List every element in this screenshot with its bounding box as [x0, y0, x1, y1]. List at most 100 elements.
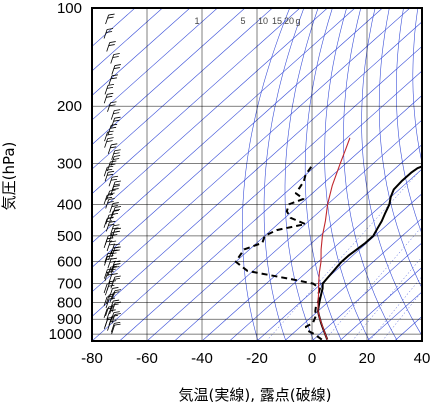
wind-barb-flag: [106, 28, 114, 30]
isotherm-line: [119, 70, 422, 341]
wind-barb-flag: [107, 165, 114, 168]
wind-barb-flag: [114, 321, 121, 324]
wind-barb-staff: [103, 269, 108, 279]
wind-barb-flag: [111, 175, 119, 178]
wind-barb-staff: [110, 156, 115, 166]
wind-barb-flag: [111, 74, 118, 77]
wind-barb: [110, 155, 121, 166]
wind-barb-flag: [108, 198, 115, 200]
wind-barb-flag: [110, 77, 117, 80]
wind-barb: [109, 287, 119, 298]
wind-barb-staff: [111, 65, 116, 75]
wind-barb-staff: [111, 302, 116, 313]
wind-barb-flag: [107, 83, 115, 86]
wind-barb: [103, 165, 114, 177]
isotherm-line: [92, 8, 411, 293]
wind-barb-staff: [111, 264, 115, 274]
wind-barb: [103, 28, 114, 39]
isotherm-line: [229, 168, 422, 341]
wind-barb-flag: [110, 101, 117, 104]
wind-barb-staff: [108, 177, 113, 187]
isotherm-line: [92, 8, 246, 145]
wind-barb-staff: [108, 75, 113, 85]
x-tick-label: -40: [191, 350, 213, 367]
isotherm-line: [146, 95, 422, 341]
wind-barb-flag: [113, 183, 120, 186]
wind-barb-staff: [105, 199, 110, 209]
wind-barb-flag: [112, 287, 119, 289]
mixing-ratio-line: [266, 168, 422, 341]
mixing-ratio-line: [352, 256, 422, 341]
wind-barb: [103, 217, 114, 228]
x-tick-label: 0: [308, 350, 316, 367]
wind-barb-flag: [106, 168, 113, 171]
wind-barb: [109, 299, 120, 311]
isotherm-lines: [92, 8, 422, 341]
wind-barb-flag: [110, 160, 117, 163]
wind-barb-staff: [111, 150, 116, 160]
reference-profile-line: [317, 137, 351, 340]
wind-barb-flag: [113, 249, 120, 252]
wind-barb-flag: [113, 263, 120, 266]
wind-barb-flag: [106, 86, 114, 89]
mixing-ratio-label: 10: [258, 16, 268, 26]
wind-barb-flag: [113, 152, 120, 155]
isotherm-line: [174, 119, 422, 341]
wind-barb-flag: [113, 119, 120, 122]
dry-adiabat-lines: [242, 8, 422, 341]
plot-frame: [91, 7, 423, 342]
wind-barb-flag: [111, 234, 118, 236]
wind-barb-staff: [106, 241, 111, 252]
wind-barb: [110, 243, 121, 255]
mixing-ratio-line: [382, 290, 422, 341]
dry-adiabat-line: [324, 8, 370, 341]
wind-barb-staff: [108, 232, 113, 242]
wind-barb-flag: [113, 266, 120, 268]
wind-barb-flag: [110, 257, 117, 260]
wind-barb: [105, 220, 116, 232]
isotherm-line: [339, 266, 422, 341]
wind-barb-flag: [106, 140, 113, 143]
wind-barb-staff: [105, 214, 110, 225]
wind-barb-flag: [107, 282, 114, 285]
wind-barb-staff: [107, 102, 111, 112]
wind-barb: [106, 160, 117, 172]
wind-barb-flag: [110, 178, 118, 181]
grid-lines: [91, 7, 423, 341]
wind-barb-flag: [113, 209, 121, 211]
wind-barb-staff: [109, 203, 114, 213]
wind-barb-staff: [111, 181, 116, 192]
wind-barb-staff: [109, 300, 114, 311]
wind-barb-staff: [110, 323, 115, 333]
isotherm-line: [92, 21, 422, 317]
wind-barb-staff: [110, 312, 115, 322]
wind-barb-flag: [113, 185, 120, 187]
isotherm-line: [92, 8, 356, 244]
isotherm-line: [92, 8, 301, 195]
isotherm-line: [201, 144, 422, 341]
wind-barb-flag: [110, 320, 117, 323]
wind-barb-flag: [113, 112, 120, 115]
wind-barb-flag: [112, 188, 119, 190]
wind-barb: [104, 137, 114, 148]
wind-barb-flag: [106, 133, 113, 136]
wind-barb: [103, 92, 114, 104]
wind-barb-staff: [105, 306, 109, 317]
wind-barb: [109, 8, 111, 9]
wind-barb-staff: [107, 266, 112, 277]
wind-barb-flag: [107, 137, 114, 140]
y-tick-label: 300: [57, 156, 82, 173]
wind-barb: [111, 275, 121, 287]
wind-barb: [103, 282, 114, 294]
wind-barb-staff: [103, 296, 108, 307]
y-tick-label: 500: [57, 228, 82, 245]
wind-barb-staff: [106, 281, 111, 291]
wind-barb-flag: [114, 155, 121, 157]
wind-barb-flag: [110, 240, 117, 243]
y-tick-label: 700: [57, 276, 82, 293]
wind-barb-staff: [104, 138, 108, 148]
wind-barb-staff: [106, 42, 111, 52]
wind-barb-flag: [113, 299, 120, 302]
wind-barb: [107, 257, 117, 269]
